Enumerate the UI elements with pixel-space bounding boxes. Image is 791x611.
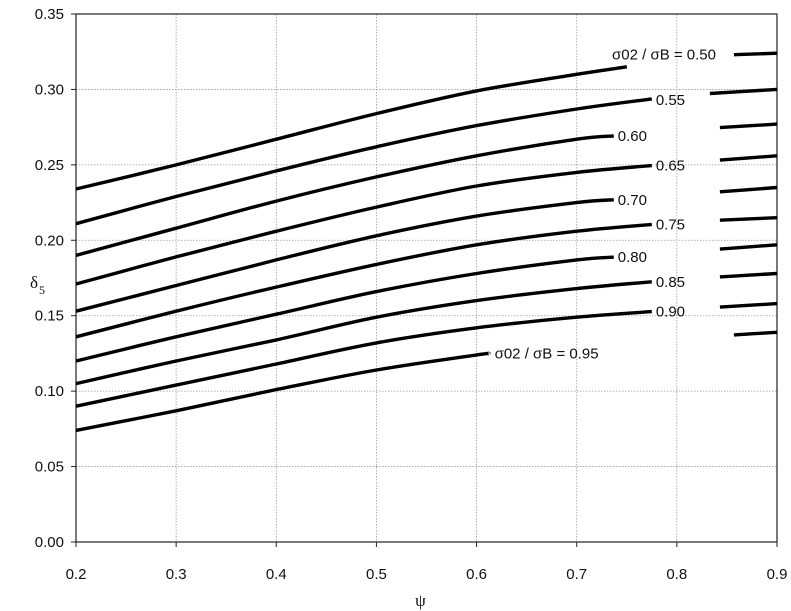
series-label: 0.55 (656, 92, 685, 109)
x-tick-label: 0.8 (666, 566, 687, 583)
series-curve (719, 271, 778, 279)
series-label: 0.90 (656, 304, 685, 321)
y-tick-label: 0.35 (35, 6, 64, 23)
series-curve (733, 51, 778, 57)
y-tick-label: 0.15 (35, 308, 64, 325)
series-curve (719, 301, 778, 309)
series-curve (719, 216, 778, 222)
series-curve (75, 134, 614, 258)
series-label: 0.80 (618, 249, 647, 266)
series-curve (75, 280, 652, 386)
series-curve (75, 255, 614, 363)
x-tick-label: 0.6 (466, 566, 487, 583)
series-curve (719, 243, 778, 251)
x-tick-label: 0.5 (366, 566, 387, 583)
y-tick-label: 0.10 (35, 383, 64, 400)
series-curve (75, 351, 491, 433)
x-tick-labels: 0.2 0.3 0.4 0.5 0.6 0.7 0.8 0.9 (66, 566, 788, 583)
x-tick-label: 0.7 (566, 566, 587, 583)
series-curves (75, 51, 778, 433)
y-axis-label: δ (30, 273, 38, 292)
series-label: 0.85 (656, 274, 685, 291)
series-curve (75, 198, 614, 313)
series-label: σ02 / σB = 0.50 (612, 47, 716, 64)
series-curve (719, 185, 778, 194)
series-curve (719, 122, 778, 130)
x-tick-label: 0.9 (767, 566, 788, 583)
x-tick-label: 0.2 (66, 566, 87, 583)
y-tick-label: 0.05 (35, 459, 64, 476)
series-label: σ02 / σB = 0.95 (495, 346, 599, 363)
series-curve (75, 309, 652, 408)
series-label: 0.60 (618, 128, 647, 145)
series-curve (75, 222, 652, 339)
series-curve (75, 163, 652, 286)
y-tick-label: 0.25 (35, 157, 64, 174)
y-tick-label: 0.00 (35, 534, 64, 551)
y-tick-label: 0.30 (35, 81, 64, 98)
x-axis-label: ψ (415, 591, 426, 610)
gridlines (71, 13, 778, 547)
x-tick-label: 0.4 (266, 566, 287, 583)
series-labels: σ02 / σB = 0.50 0.55 0.60 0.65 0.70 0.75 0.80 0… (495, 47, 716, 363)
series-label: 0.75 (656, 216, 685, 233)
series-curve (719, 154, 778, 162)
x-tick-label: 0.3 (166, 566, 187, 583)
series-curve (733, 330, 778, 337)
series-curve (709, 87, 778, 96)
series-label: 0.65 (656, 158, 685, 175)
y-axis-label-subscript: 5 (39, 283, 45, 297)
plot-area-frame (75, 13, 778, 543)
y-tick-labels: 0.00 0.05 0.10 0.15 0.20 0.25 0.30 0.35 (35, 6, 64, 551)
series-curve (75, 97, 653, 226)
series-label: 0.70 (618, 192, 647, 209)
y-tick-label: 0.20 (35, 232, 64, 249)
series-curve (75, 65, 628, 191)
